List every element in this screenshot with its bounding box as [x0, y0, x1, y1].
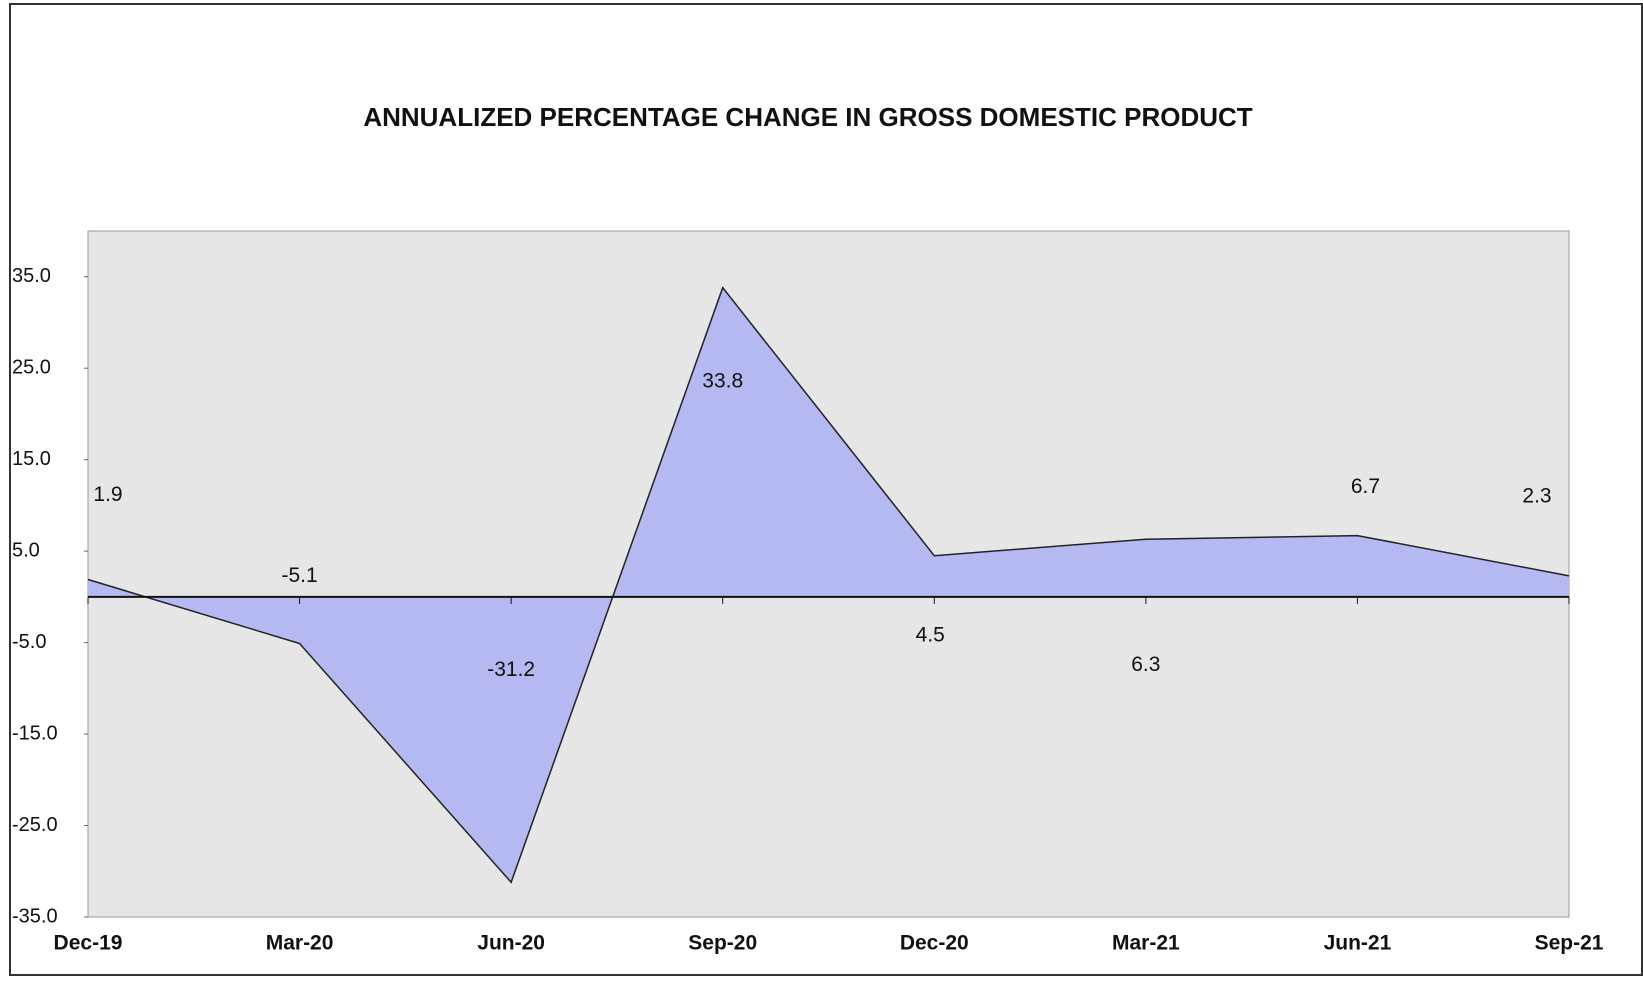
data-label: 6.3 [1131, 653, 1160, 676]
data-label: -31.2 [487, 658, 535, 681]
y-tick-label: 5.0 [12, 539, 40, 561]
x-tick-label: Sep-21 [1535, 932, 1604, 955]
y-tick-label: -35.0 [12, 905, 58, 927]
data-label: 4.5 [916, 623, 945, 646]
y-tick-label: -25.0 [12, 814, 58, 836]
y-tick-label: -15.0 [12, 722, 58, 744]
y-tick-label: 25.0 [12, 356, 51, 378]
data-label: -5.1 [281, 564, 317, 587]
x-tick-label: Dec-19 [54, 932, 123, 955]
data-label: 33.8 [702, 369, 743, 392]
y-tick-label: 15.0 [12, 448, 51, 470]
data-label: 6.7 [1351, 475, 1380, 498]
y-tick-label: -5.0 [12, 631, 46, 653]
x-tick-label: Dec-20 [900, 932, 969, 955]
x-tick-label: Sep-20 [688, 932, 757, 955]
y-tick-label: 35.0 [12, 265, 51, 287]
x-tick-label: Mar-20 [266, 932, 334, 955]
x-tick-label: Mar-21 [1112, 932, 1180, 955]
x-tick-label: Jun-20 [477, 932, 545, 955]
data-label: 2.3 [1522, 484, 1551, 507]
chart-title: ANNUALIZED PERCENTAGE CHANGE IN GROSS DO… [363, 102, 1252, 132]
area [88, 287, 1569, 883]
data-label: 1.9 [93, 483, 122, 506]
x-tick-label: Jun-21 [1324, 932, 1392, 955]
line [87, 286, 1570, 884]
